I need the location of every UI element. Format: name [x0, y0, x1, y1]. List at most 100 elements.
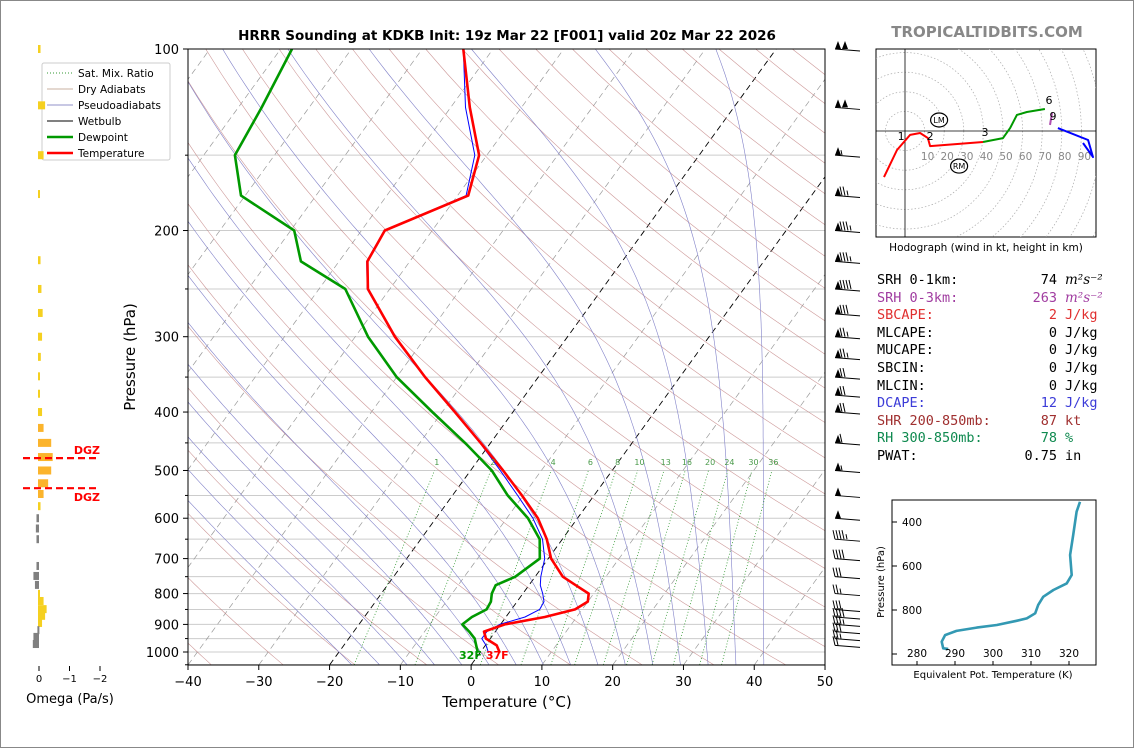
- wind-barb-staff: [834, 195, 861, 199]
- y-tick-label: 800: [154, 588, 179, 603]
- isotherm-line: [188, 49, 565, 568]
- wind-barb-staff: [834, 260, 861, 264]
- omega-bar: [32, 640, 39, 649]
- legend-label: Pseudoadiabats: [78, 100, 161, 112]
- wind-barb: [834, 462, 861, 473]
- wind-barb-flag: [835, 607, 839, 618]
- mixing-ratio-label: 4: [551, 458, 556, 467]
- hodograph-segment: [1049, 112, 1053, 126]
- wind-barb: [834, 433, 861, 446]
- theta-e-x-tick-label: 290: [945, 648, 965, 660]
- wind-barb-flag: [841, 530, 845, 540]
- mixing-ratio-line: [626, 470, 686, 665]
- wind-barb-flag: [835, 600, 839, 610]
- dgz-label: DGZ: [74, 491, 100, 504]
- chart-title: HRRR Sounding at KDKB Init: 19z Mar 22 […: [238, 28, 776, 44]
- wind-barb-pennant: [835, 147, 841, 156]
- stat-unit: kt: [1065, 412, 1082, 429]
- omega-bar: [33, 632, 39, 641]
- dry-adiabat-line: [462, 49, 825, 355]
- y-tick-label: 200: [154, 225, 179, 240]
- wetbulb-line: [366, 49, 546, 653]
- wind-barb: [834, 147, 861, 158]
- wind-barb: [834, 367, 861, 380]
- wind-barb-flag: [842, 402, 846, 413]
- wind-barb-flag: [839, 304, 843, 315]
- wind-barb-staff: [834, 336, 861, 340]
- pseudoadiabat-line: [188, 274, 517, 665]
- wind-barb-flag: [835, 636, 839, 646]
- wind-barb-flag: [841, 607, 845, 618]
- wind-barb-flag: [845, 252, 849, 262]
- stat-label: RH 300-850mb:: [877, 430, 983, 447]
- mixing-ratio-label: 10: [634, 458, 644, 467]
- stat-value: 78: [1040, 430, 1057, 447]
- stat-label: MLCIN:: [877, 377, 926, 394]
- wind-barb-flag: [838, 615, 842, 625]
- wind-barb: [834, 221, 861, 234]
- wind-barb: [832, 567, 861, 580]
- wind-barb-flag: [835, 615, 839, 625]
- wind-barb-flag: [839, 186, 843, 196]
- wind-barb-flag: [845, 279, 849, 290]
- wind-barb-staff: [834, 616, 861, 620]
- wind-barb: [834, 386, 861, 398]
- dry-adiabat-line: [188, 512, 356, 665]
- x-tick-label: 20: [604, 675, 621, 690]
- pseudoadiabat-line: [188, 81, 599, 665]
- legend-label: Temperature: [77, 148, 145, 160]
- wind-barb-flag: [842, 304, 846, 315]
- wind-barb-halfflag: [839, 633, 842, 639]
- mixing-ratio-line: [699, 470, 753, 665]
- x-tick-label: −20: [316, 675, 343, 690]
- stat-unit: m²s⁻²: [1065, 289, 1103, 306]
- stat-unit: J/kg: [1065, 395, 1098, 412]
- stat-label: DCAPE:: [877, 395, 926, 412]
- stat-row: MLCIN: 0 J/kg: [877, 378, 1103, 396]
- wind-barb-staff: [834, 442, 861, 446]
- pseudoadiabat-line: [188, 469, 380, 665]
- wind-barb-staff: [834, 558, 861, 562]
- surface-temperature-label: 37F: [486, 649, 509, 662]
- omega-bar: [38, 408, 43, 417]
- wind-barb-pennant: [835, 328, 841, 337]
- isotherm-line: [541, 273, 825, 665]
- mixing-ratio-label: 2: [490, 458, 495, 467]
- stat-unit: J/kg: [1065, 324, 1098, 341]
- wind-barb: [832, 549, 861, 562]
- stat-value: 0: [1048, 359, 1057, 376]
- wind-barb-flag: [832, 607, 836, 618]
- wind-barb-halfflag: [840, 150, 843, 156]
- wind-barb-pennant: [835, 487, 841, 496]
- wind-barb: [834, 402, 861, 415]
- omega-bar: [38, 453, 53, 462]
- mixing-ratio-line: [353, 470, 435, 665]
- omega-plot: DGZ DGZ 0 −1 −2 Omega (Pa/s): [23, 45, 114, 707]
- stat-row: SBCAPE: 2 J/kg: [877, 307, 1103, 325]
- wind-barb-flag: [839, 279, 843, 290]
- wind-barb-staff: [834, 517, 861, 521]
- x-axis-label: Temperature (°C): [441, 693, 571, 711]
- hodograph-ring-label: 10: [921, 151, 934, 163]
- wind-barb-flag: [835, 622, 839, 632]
- isotherm-line: [188, 49, 423, 373]
- x-tick-label: −40: [174, 675, 201, 690]
- wind-barb-pennant: [835, 349, 841, 358]
- wind-barb-pennant: [835, 99, 841, 108]
- omega-bar: [38, 372, 40, 381]
- omega-bar: [38, 502, 41, 511]
- stat-label: SBCIN:: [877, 359, 926, 376]
- theta-e-y-tick-label: 800: [902, 605, 922, 617]
- wind-barb-flag: [842, 186, 846, 196]
- wind-barb-staff: [834, 154, 861, 158]
- theta-e-y-axis-label: Pressure (hPa): [876, 546, 887, 618]
- theta-e-line: [940, 501, 1082, 651]
- mixing-ratio-label: 36: [768, 458, 778, 467]
- wind-barb-flag: [842, 386, 846, 396]
- wind-barb-flag: [839, 221, 843, 231]
- wind-barb: [832, 636, 861, 648]
- wind-barb-staff: [834, 576, 861, 580]
- hodograph-ring-label: 80: [1058, 151, 1071, 163]
- wind-barb-halfflag: [842, 619, 845, 625]
